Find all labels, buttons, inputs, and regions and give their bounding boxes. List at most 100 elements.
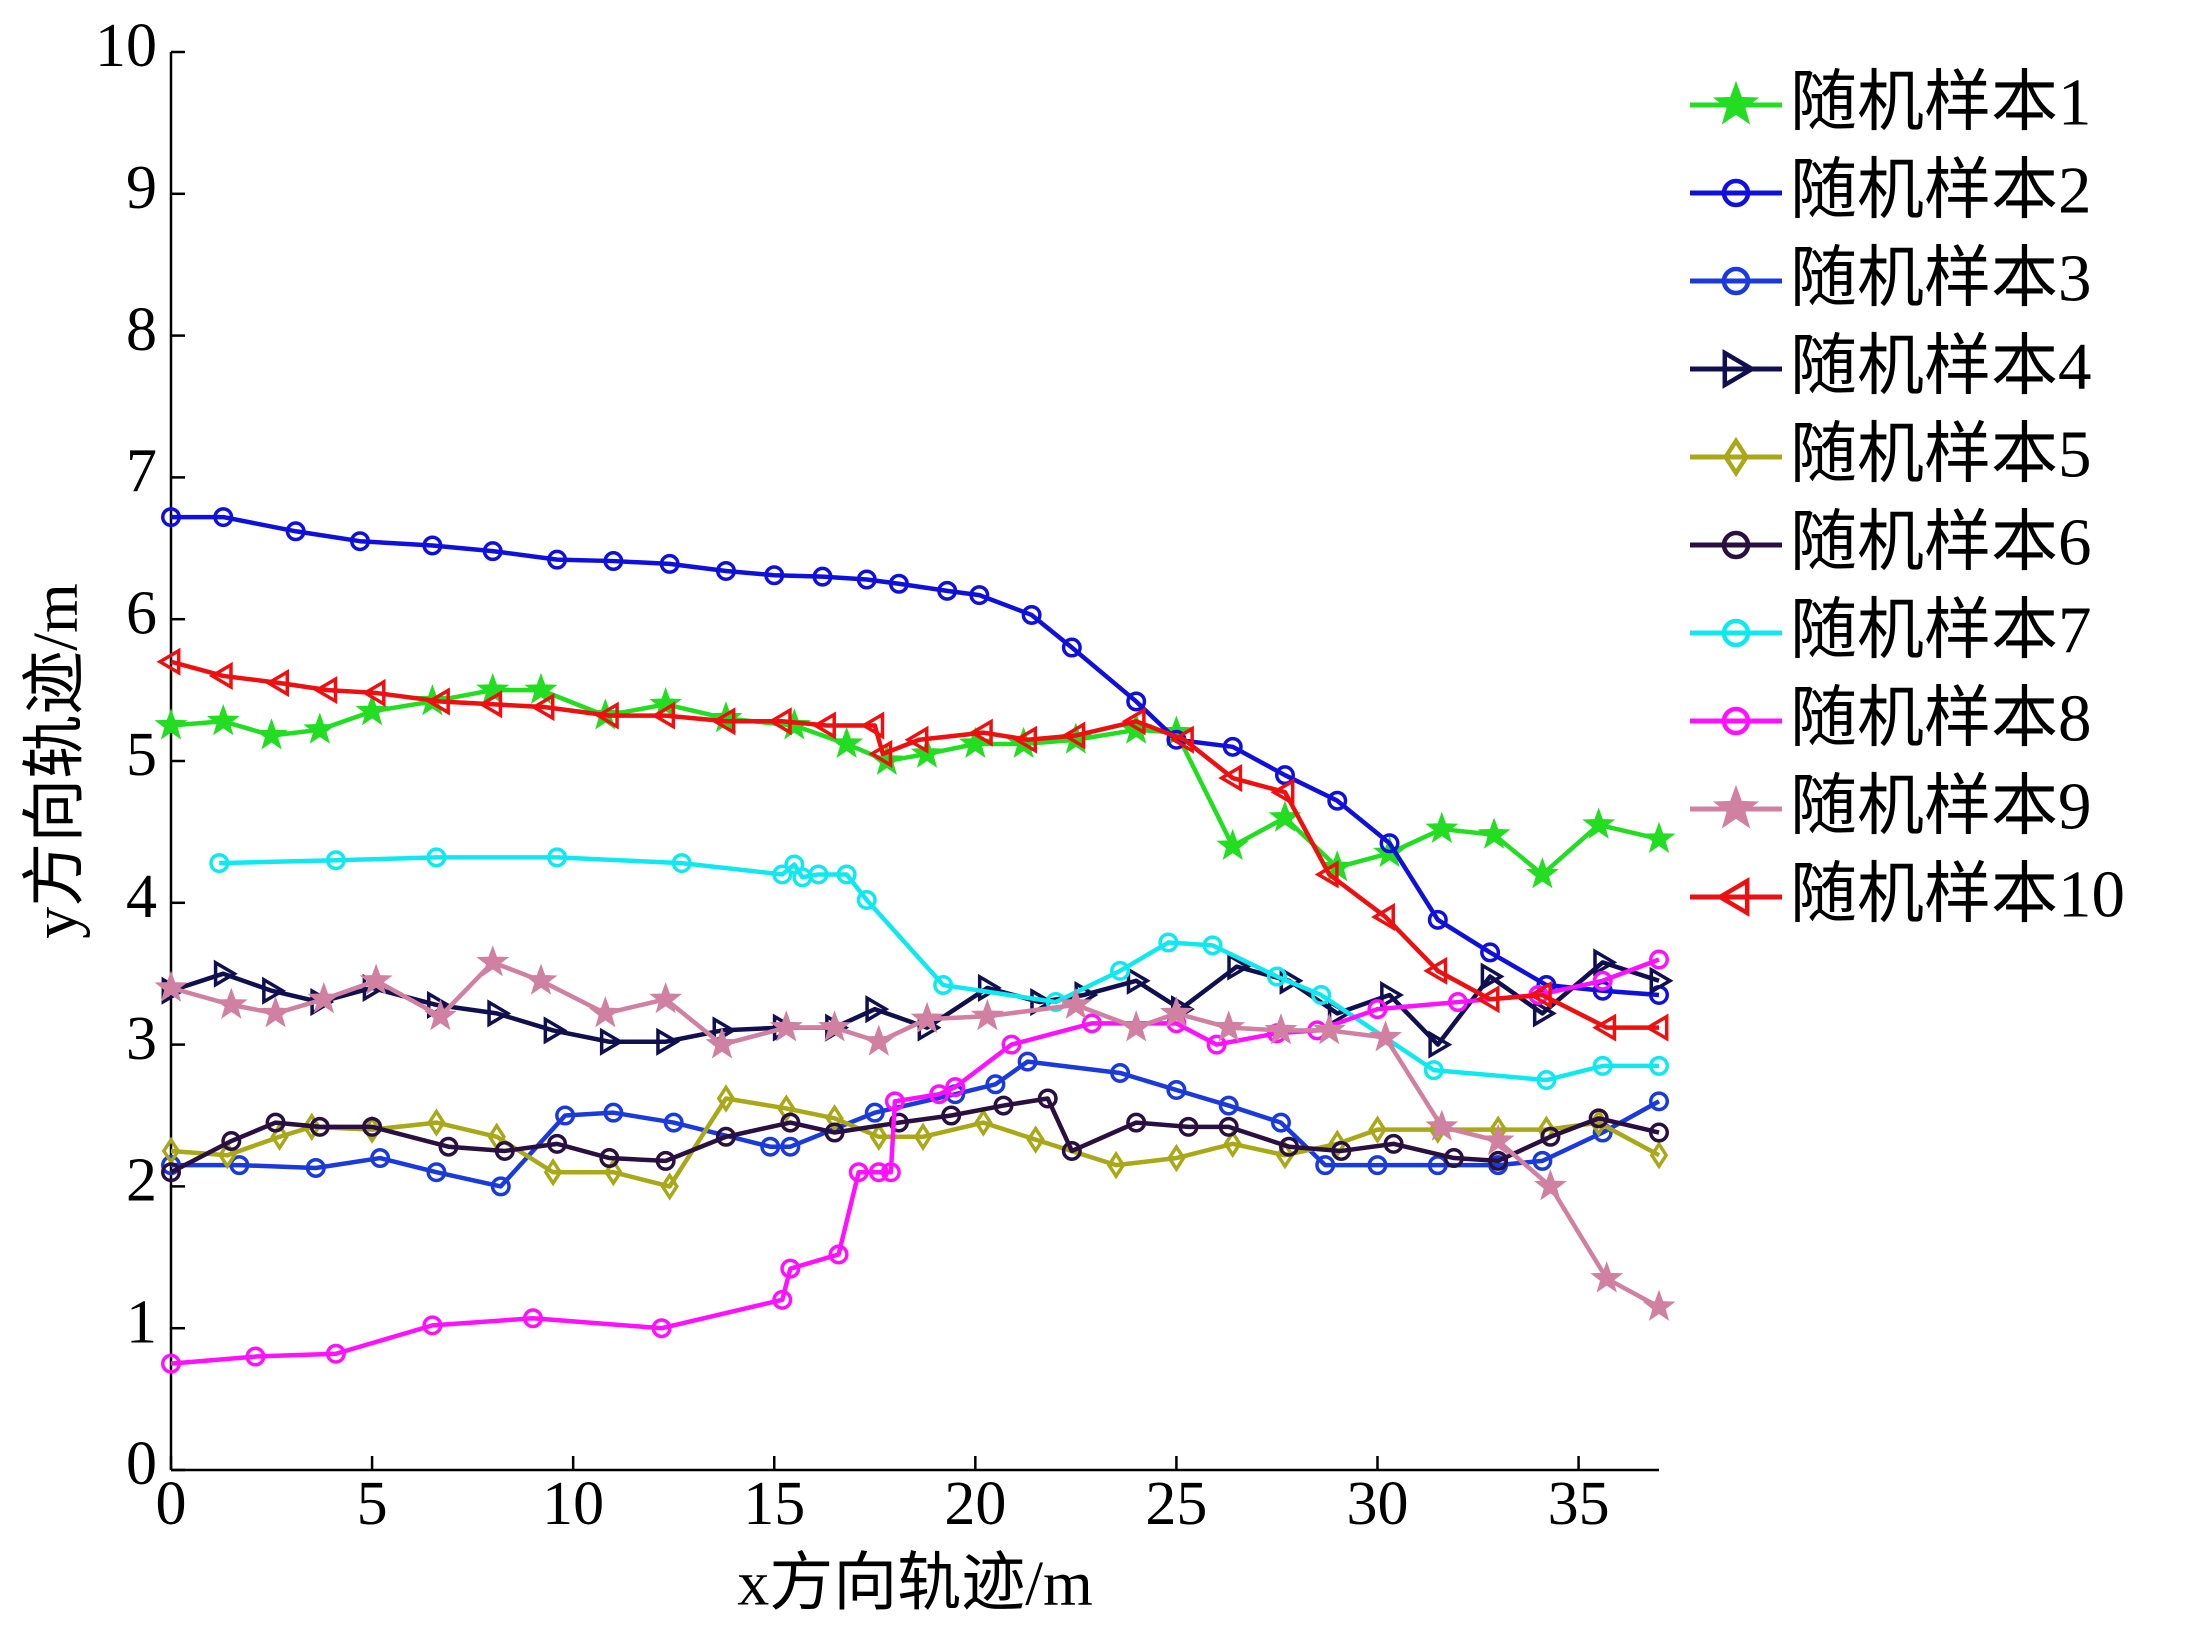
- data-point: [941, 1105, 962, 1126]
- data-point: [1314, 860, 1339, 889]
- data-point: [1206, 1034, 1227, 1055]
- data-point: [438, 1136, 459, 1157]
- data-point: [1428, 1030, 1453, 1059]
- data-point: [1266, 966, 1287, 987]
- data-point: [880, 1162, 901, 1183]
- data-point: [1533, 1169, 1567, 1201]
- data-point: [476, 945, 510, 977]
- data-point: [705, 1027, 739, 1059]
- data-point: [594, 701, 619, 730]
- y-axis-label: y方向轨迹/m: [20, 583, 91, 939]
- data-point: [985, 1074, 1006, 1095]
- data-point: [487, 999, 512, 1028]
- data-point: [1532, 999, 1557, 1028]
- data-point: [1593, 948, 1618, 977]
- data-point: [1525, 857, 1559, 889]
- y-tick-label: 8: [126, 296, 157, 364]
- data-point: [1013, 725, 1038, 754]
- legend-marker: [1712, 80, 1760, 125]
- data-point: [1642, 821, 1676, 853]
- data-point: [1425, 811, 1459, 844]
- data-point: [772, 1289, 793, 1310]
- data-point: [1532, 1150, 1553, 1171]
- data-point: [262, 976, 286, 1005]
- data-point: [1275, 1140, 1295, 1170]
- legend-label: 随机样本7: [1790, 593, 2092, 667]
- data-point: [1447, 992, 1468, 1013]
- data-point: [161, 1353, 181, 1374]
- data-point: [476, 672, 510, 705]
- data-point: [1592, 1055, 1613, 1076]
- data-point: [1536, 1070, 1557, 1091]
- data-point: [1061, 1140, 1082, 1161]
- data-point: [836, 864, 857, 885]
- data-point: [1588, 1108, 1609, 1129]
- data-point: [1202, 935, 1223, 956]
- data-point: [543, 1158, 563, 1187]
- data-point: [663, 1112, 684, 1133]
- data-point: [424, 998, 457, 1031]
- series-line: [170, 957, 1660, 1366]
- data-point: [325, 1343, 346, 1364]
- data-point: [161, 507, 181, 528]
- data-point: [1642, 1289, 1676, 1321]
- data-point: [1368, 1115, 1387, 1144]
- data-point: [325, 850, 346, 871]
- data-point: [359, 963, 393, 995]
- data-point: [425, 687, 450, 716]
- legend-label: 随机样本9: [1790, 769, 2092, 843]
- data-point: [1590, 1261, 1624, 1293]
- data-point: [370, 1148, 391, 1169]
- data-point: [1379, 833, 1400, 854]
- data-point: [547, 549, 568, 570]
- data-point: [1527, 980, 1552, 1010]
- data-point: [1026, 1125, 1045, 1154]
- x-tick-label: 15: [743, 1470, 805, 1538]
- x-tick-label: 25: [1145, 1470, 1207, 1538]
- data-point: [1481, 1123, 1515, 1155]
- series-line: [171, 514, 1660, 998]
- x-tick-label: 20: [944, 1470, 1006, 1538]
- data-point: [970, 998, 1004, 1031]
- data-point: [1443, 1148, 1464, 1169]
- data-point: [888, 1112, 909, 1133]
- y-tick-label: 0: [126, 1430, 157, 1498]
- data-point: [1270, 778, 1295, 807]
- data-point: [656, 1027, 681, 1056]
- data-point: [777, 1094, 796, 1123]
- data-point: [1223, 1129, 1242, 1159]
- data-point: [490, 1176, 511, 1197]
- y-tick-label: 3: [126, 1005, 157, 1073]
- legend-marker: [1721, 618, 1751, 648]
- data-point: [1061, 721, 1086, 750]
- data-point: [1218, 1116, 1239, 1137]
- data-point: [156, 647, 181, 676]
- data-point: [910, 1001, 944, 1034]
- data-point: [1480, 962, 1505, 991]
- data-point: [904, 725, 929, 754]
- data-point: [154, 970, 188, 1002]
- data-point: [1218, 763, 1243, 793]
- legend-marker: [1712, 784, 1760, 829]
- data-point: [1649, 949, 1669, 970]
- data-point: [780, 1258, 801, 1279]
- series-line: [170, 659, 1659, 1030]
- data-point: [259, 996, 292, 1028]
- data-point: [856, 889, 877, 910]
- data-point: [213, 507, 234, 528]
- data-point: [937, 580, 958, 601]
- y-tick-label: 6: [126, 579, 157, 647]
- data-point: [1423, 956, 1448, 985]
- data-point: [1315, 1155, 1336, 1176]
- data-point: [1216, 828, 1250, 861]
- data-point: [303, 712, 337, 744]
- data-point: [1427, 909, 1448, 930]
- data-point: [1367, 999, 1388, 1020]
- data-point: [1423, 1060, 1444, 1081]
- series-line: [170, 960, 1660, 1047]
- data-point: [1274, 765, 1295, 786]
- data-point: [1169, 725, 1194, 754]
- y-tick-label: 2: [126, 1147, 157, 1215]
- data-point: [1649, 1122, 1669, 1143]
- data-point: [547, 1133, 568, 1154]
